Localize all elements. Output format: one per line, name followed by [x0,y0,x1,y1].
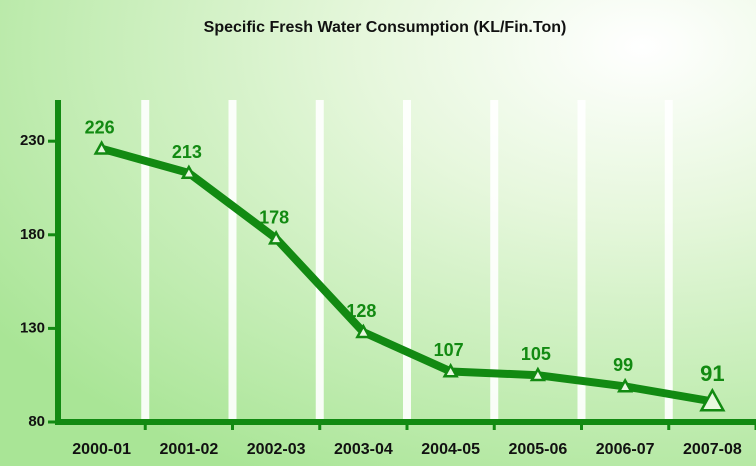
data-label: 99 [613,355,633,375]
data-label: 226 [85,117,115,137]
marker [355,323,372,339]
y-tick-label: 80 [28,413,45,430]
marker [699,387,726,412]
data-label: 107 [434,340,464,360]
data-label: 178 [259,207,289,227]
grid-stripe [228,100,237,422]
marker [180,164,197,180]
x-tick-label: 2000-01 [72,441,131,458]
x-tick-label: 2007-08 [683,441,742,458]
x-tick-label: 2006-07 [596,441,655,458]
grid-stripe [490,100,499,422]
grid-stripe [664,100,673,422]
marker [268,229,285,245]
y-tick-label: 180 [20,226,45,243]
grid-stripe [403,100,411,422]
data-label: 128 [346,301,376,321]
x-tick-label: 2002-03 [247,441,306,458]
data-line [100,144,714,406]
marker [529,366,546,382]
chart-title: Specific Fresh Water Consumption (KL/Fin… [204,19,567,36]
y-tick-label: 130 [20,319,45,336]
x-tick-label: 2003-04 [334,441,393,458]
marker [442,362,459,378]
x-tick-label: 2004-05 [421,441,480,458]
data-label: 105 [521,344,551,364]
marker [617,377,634,393]
x-tick-label: 2001-02 [160,441,219,458]
marker [93,140,110,155]
grid-stripe [577,100,586,422]
grid-stripe [315,100,324,422]
data-label: 91 [700,361,724,386]
x-tick-label: 2005-06 [509,441,568,458]
grid-stripe [141,100,150,422]
data-label: 213 [172,142,202,162]
y-tick-label: 230 [20,132,45,149]
